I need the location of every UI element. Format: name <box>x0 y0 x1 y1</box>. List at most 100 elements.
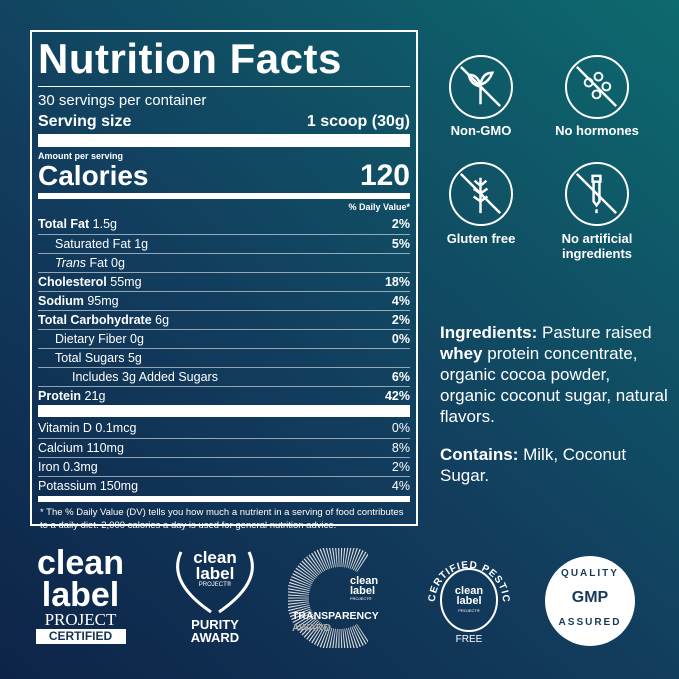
nutrient-name: Trans <box>55 256 87 270</box>
feature-label: Non-GMO <box>450 123 512 138</box>
ingredients: Ingredients: Pasture raised whey protein… <box>440 322 670 486</box>
badge-text: PROJECT® <box>458 608 480 613</box>
ingredients-label: Ingredients: <box>440 323 538 342</box>
vitamin-label: Calcium 110mg <box>38 441 124 455</box>
nutrient-amount: 0g <box>130 332 144 346</box>
vitamin-dv: 0% <box>391 421 410 435</box>
badge-text: AWARD <box>292 622 332 634</box>
nutrient-row: Total Fat 1.5g 2% <box>38 215 410 234</box>
feature-label: No artificial ingredients <box>561 231 633 261</box>
vitamin-row: Potassium 150mg 4% <box>38 476 410 495</box>
divider <box>38 134 410 147</box>
vitamin-dv: 8% <box>391 441 410 455</box>
nutrient-name: Sodium <box>38 294 84 308</box>
badge-text: ASSURED <box>558 617 622 628</box>
servings-per-container: 30 servings per container <box>38 92 207 109</box>
nutrient-amount: 21g <box>84 389 106 403</box>
gmp-quality-badge: QUALITY GMP ASSURED <box>545 556 635 646</box>
divider <box>38 405 410 417</box>
ingredients-text: protein concentrate, organic cocoa powde… <box>440 344 668 426</box>
no-wheat-icon <box>449 162 513 226</box>
serving-size-label: Serving size <box>38 113 132 130</box>
badge-text: clean <box>350 575 379 587</box>
feature-label: Gluten free <box>446 231 516 246</box>
nutrient-name: Dietary Fiber <box>55 332 127 346</box>
vitamin-row: Calcium 110mg 8% <box>38 438 410 457</box>
nutrient-row: Protein 21g 42% <box>38 386 410 405</box>
badge-text: PROJECT® <box>350 596 372 601</box>
badge-text: TRANSPARENCY <box>292 610 379 622</box>
nutrient-name: Cholesterol <box>38 275 107 289</box>
no-gmo-plant-icon <box>449 55 513 119</box>
nutrient-amount: Fat 0g <box>89 256 125 270</box>
nutrient-row: Dietary Fiber 0g 0% <box>38 329 410 348</box>
badge-text: label <box>41 576 120 614</box>
ingredients-text: Pasture raised <box>537 323 652 342</box>
vitamin-label: Vitamin D 0.1mcg <box>38 421 137 435</box>
nutrient-row: Saturated Fat 1g 5% <box>38 234 410 253</box>
nutrient-name: Total Sugars <box>55 351 125 365</box>
vitamin-label: Iron 0.3mg <box>38 460 98 474</box>
vitamin-dv: 2% <box>391 460 410 474</box>
nutrient-amount: 95mg <box>87 294 119 308</box>
no-hormones-molecule-icon <box>565 55 629 119</box>
nutrient-row: Cholesterol 55mg 18% <box>38 272 410 291</box>
nutrient-row: Includes 3g Added Sugars 6% <box>38 367 410 386</box>
vitamin-dv: 4% <box>391 479 410 493</box>
badge-text: QUALITY <box>561 568 619 579</box>
nutrient-amount: 55mg <box>110 275 142 289</box>
badge-text: PURITY <box>191 617 239 632</box>
badge-text: FREE <box>455 634 483 645</box>
nutrient-name: Saturated Fat <box>55 237 131 251</box>
nutrient-name: Total Fat <box>38 217 90 231</box>
nutrient-amount: 1g <box>134 237 149 251</box>
ingredients-bold: whey <box>440 344 483 363</box>
vitamin-label: Potassium 150mg <box>38 479 139 493</box>
nutrient-dv: 5% <box>391 237 410 251</box>
nutrient-dv: 18% <box>384 275 410 289</box>
dv-header: % Daily Value* <box>348 202 410 212</box>
nutrient-row: Trans Fat 0g <box>38 253 410 272</box>
badge-text: clean <box>454 585 484 597</box>
badge-text: AWARD <box>190 630 240 645</box>
nutrient-row: Total Sugars 5g <box>38 348 410 367</box>
nutrition-facts-panel: Nutrition Facts 30 servings per containe… <box>30 30 418 531</box>
nutrition-title: Nutrition Facts <box>38 35 342 82</box>
nutrient-amount: 6g <box>155 313 170 327</box>
feature-label: No hormones <box>555 123 639 138</box>
badge-text: clean <box>37 544 124 582</box>
purity-award-badge: clean label PROJECT® PURITY AWARD <box>163 548 267 644</box>
serving-size-value: 1 scoop (30g) <box>306 113 410 130</box>
contains: Contains: Milk, Coconut Sugar. <box>440 444 670 486</box>
nutrient-dv: 4% <box>391 294 410 308</box>
calories-value: 120 <box>359 159 410 192</box>
badge-text: label <box>350 585 376 597</box>
nutrient-name: Total Carbohydrate <box>38 313 152 327</box>
nutrient-name: Protein <box>38 389 82 403</box>
badge-text: CERTIFIED <box>35 629 126 644</box>
nutrient-row: Total Carbohydrate 6g 2% <box>38 310 410 329</box>
amount-per-serving: Amount per serving <box>38 151 124 161</box>
nutrient-row: Sodium 95mg 4% <box>38 291 410 310</box>
clean-label-certified-badge: clean label PROJECT CERTIFIED <box>28 544 133 644</box>
nutrient-amount: 1.5g <box>92 217 117 231</box>
nutrient-dv: 42% <box>384 389 410 403</box>
transparency-award-badge: clean label PROJECT® TRANSPARENCY AWARD <box>288 548 398 648</box>
badge-text: clean <box>193 548 237 567</box>
nutrient-dv: 6% <box>391 370 410 384</box>
serving-size: Serving size 1 scoop (30g) <box>38 111 410 132</box>
nutrient-dv: 2% <box>391 217 410 231</box>
no-dropper-icon <box>565 162 629 226</box>
badge-text: PROJECT <box>44 610 117 629</box>
contains-text: Milk, Coconut Sugar. <box>440 445 627 485</box>
badge-text: label <box>195 564 235 583</box>
footnote: * The % Daily Value (DV) tells you how m… <box>40 507 404 531</box>
contains-label: Contains: <box>440 445 519 464</box>
badge-text: PROJECT® <box>198 582 232 588</box>
nutrient-dv: 0% <box>391 332 410 346</box>
vitamin-row: Vitamin D 0.1mcg 0% <box>38 419 410 438</box>
nutrient-amount: 5g <box>127 351 142 365</box>
badge-text: label <box>456 595 482 607</box>
nutrient-dv: 2% <box>391 313 410 327</box>
